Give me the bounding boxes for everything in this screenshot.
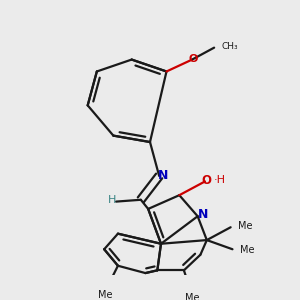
Text: O: O (189, 54, 198, 64)
Text: O: O (202, 174, 212, 187)
Text: Me: Me (240, 245, 255, 255)
Text: Me: Me (185, 293, 200, 300)
Text: Me: Me (238, 221, 253, 231)
Text: N: N (158, 169, 168, 182)
Text: ·H: ·H (213, 175, 225, 185)
Text: H: H (108, 196, 116, 206)
Text: N: N (197, 208, 208, 221)
Text: CH₃: CH₃ (222, 42, 238, 51)
Text: Me: Me (98, 290, 113, 300)
